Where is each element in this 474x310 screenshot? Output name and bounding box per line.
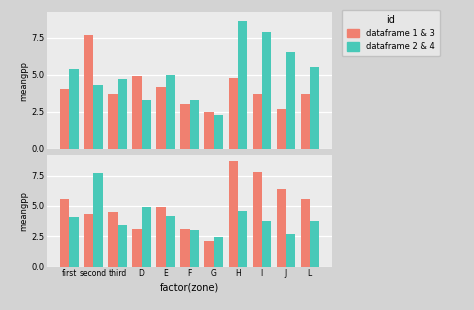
Bar — [301, 94, 310, 149]
Bar — [277, 189, 286, 267]
Bar — [214, 237, 223, 267]
Bar — [237, 21, 247, 149]
Bar — [70, 69, 79, 149]
Bar — [253, 172, 262, 267]
Bar — [310, 67, 319, 149]
Bar — [84, 215, 93, 267]
Bar — [156, 207, 165, 267]
Bar — [262, 220, 271, 267]
Bar — [228, 78, 237, 149]
Bar — [253, 94, 262, 149]
Bar — [156, 86, 165, 149]
Bar — [60, 199, 70, 267]
Bar — [93, 173, 102, 267]
X-axis label: factor(zone): factor(zone) — [160, 282, 219, 293]
Bar — [142, 207, 151, 267]
Bar — [190, 100, 199, 149]
Bar — [310, 220, 319, 267]
Bar — [142, 100, 151, 149]
Bar — [228, 161, 237, 267]
Bar — [190, 230, 199, 267]
Bar — [204, 241, 214, 267]
Bar — [181, 229, 190, 267]
Y-axis label: meangpp: meangpp — [19, 191, 28, 231]
Y-axis label: meangpp: meangpp — [19, 60, 28, 101]
Bar — [118, 79, 127, 149]
Bar — [165, 216, 175, 267]
Bar — [109, 212, 118, 267]
Bar — [286, 52, 295, 149]
Bar — [237, 211, 247, 267]
Bar — [109, 94, 118, 149]
Legend: dataframe 1 & 3, dataframe 2 & 4: dataframe 1 & 3, dataframe 2 & 4 — [342, 10, 440, 56]
Bar — [132, 76, 142, 149]
Bar — [93, 85, 102, 149]
Bar — [262, 32, 271, 149]
Bar — [204, 112, 214, 149]
Bar — [118, 225, 127, 267]
Bar — [70, 217, 79, 267]
Bar — [286, 234, 295, 267]
Bar — [132, 229, 142, 267]
Bar — [301, 199, 310, 267]
Bar — [84, 35, 93, 149]
Bar — [181, 104, 190, 149]
Bar — [214, 115, 223, 149]
Bar — [277, 109, 286, 149]
Bar — [60, 90, 70, 149]
Bar — [165, 75, 175, 149]
